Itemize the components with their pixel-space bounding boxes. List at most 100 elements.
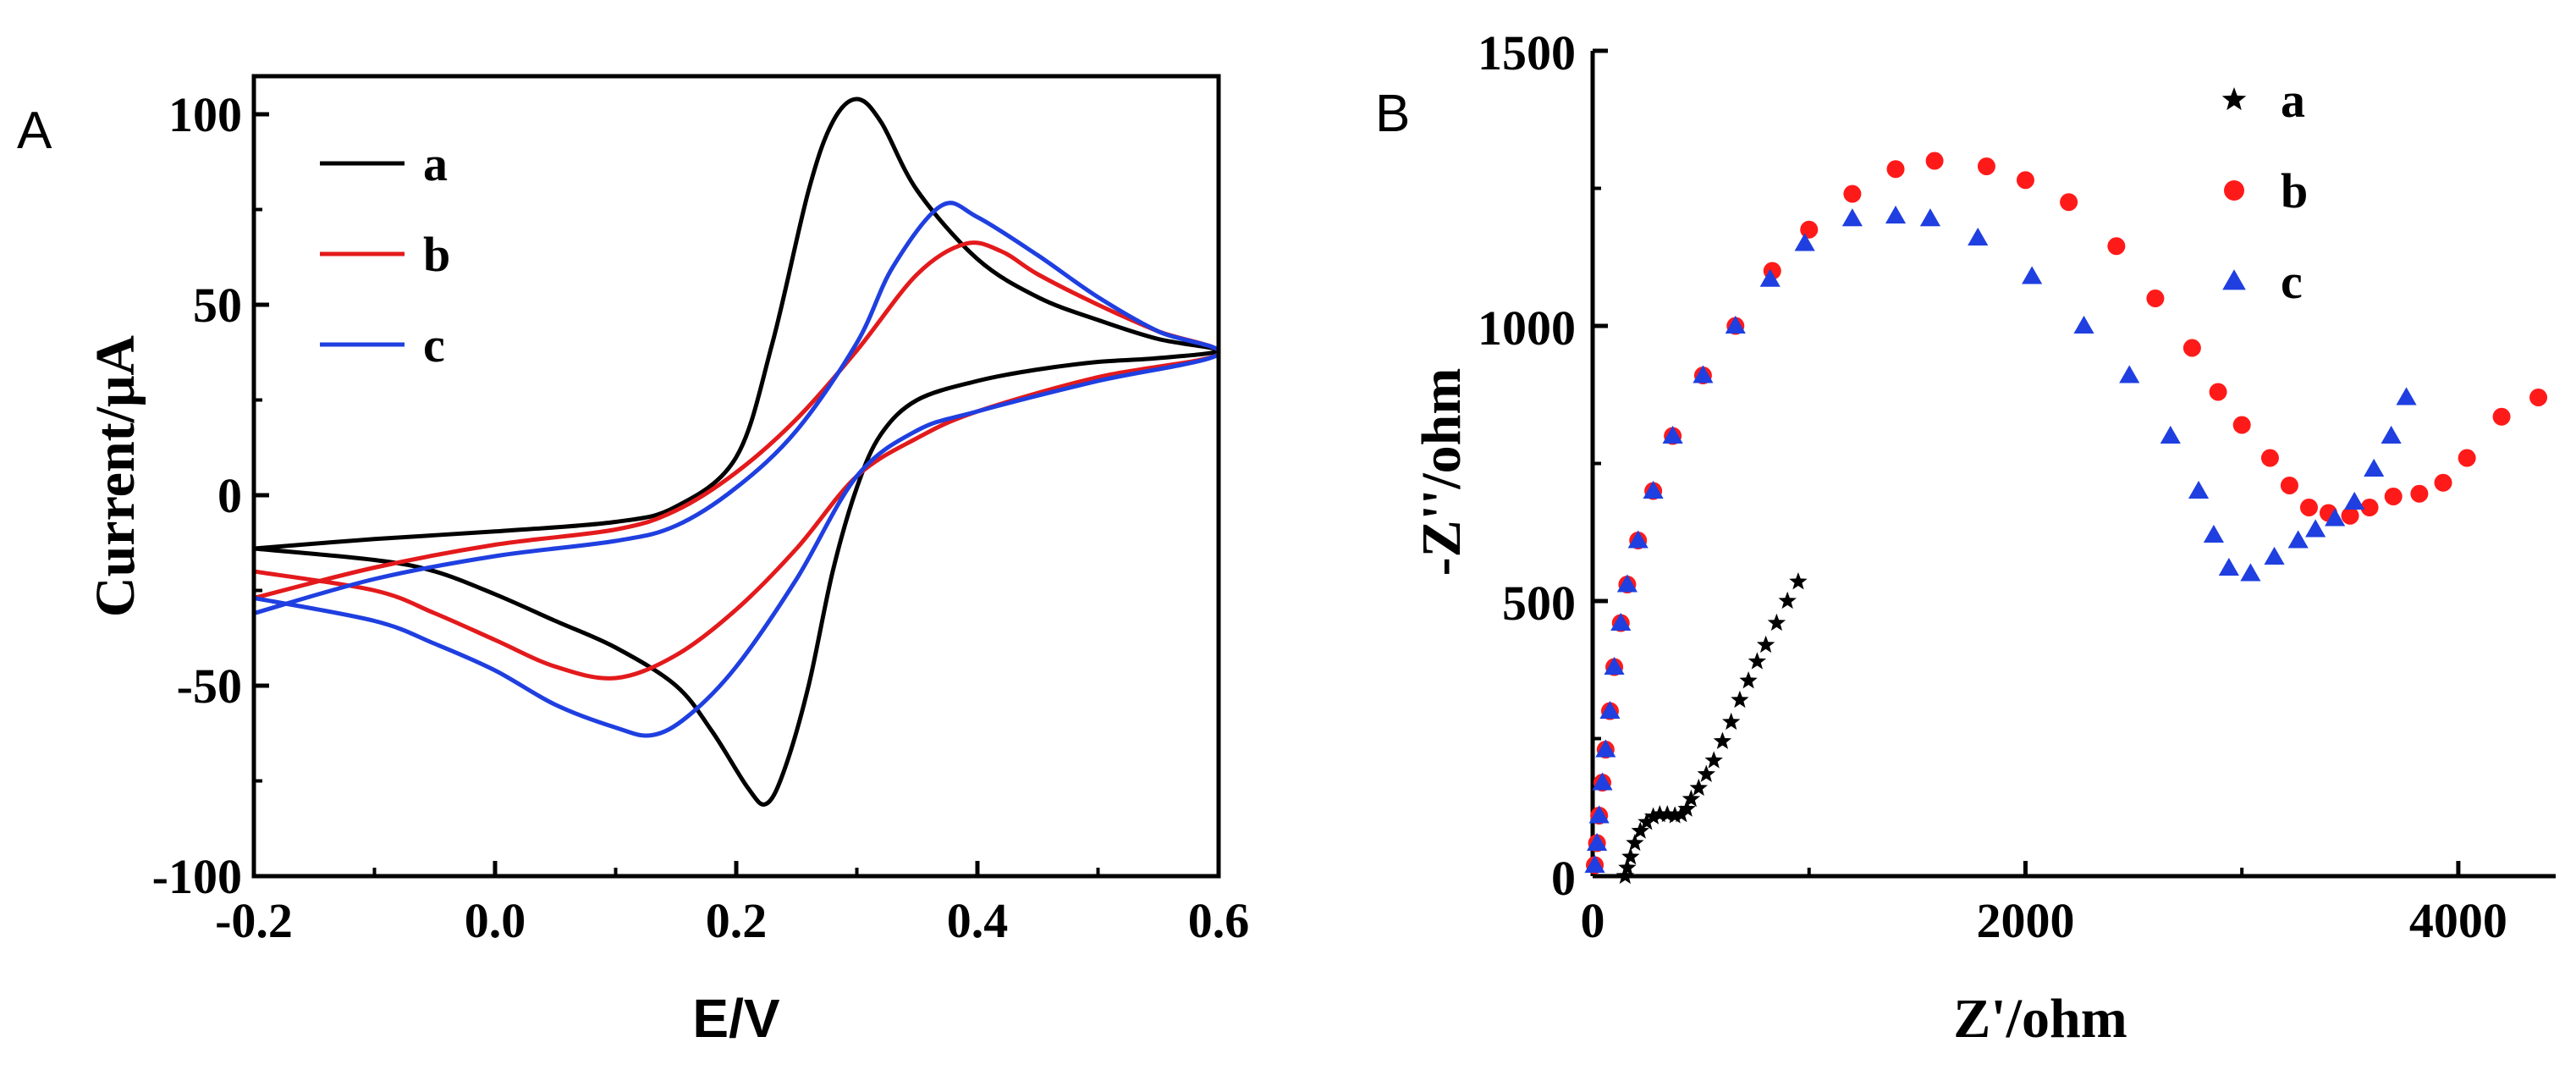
series-b-point <box>2434 473 2452 492</box>
series-b-point <box>2384 488 2403 505</box>
panel-a-x-tick-label: -0.2 <box>215 893 293 948</box>
panel-a-curves <box>254 97 1219 807</box>
panel-b-y-tick-label: 500 <box>1502 576 1576 631</box>
series-b-point <box>2529 389 2548 406</box>
series-b-point <box>2016 171 2034 190</box>
series-c-point <box>2022 266 2043 284</box>
series-a-point <box>1722 712 1741 731</box>
series-c-point <box>1968 227 1989 246</box>
legend-c-label: c <box>2281 254 2303 309</box>
series-c-point <box>1725 315 1746 334</box>
series-c-point <box>1584 854 1605 874</box>
panel-a-x-tick-label: 0.2 <box>706 893 768 948</box>
series-a-point <box>1638 813 1656 830</box>
series-c-point <box>2218 557 2239 576</box>
panel-a-x-tick-label: 0.6 <box>1188 893 1250 948</box>
panel-a-label: A <box>17 102 52 160</box>
series-a-point <box>1643 807 1663 825</box>
panel-a-y-tick-label: -50 <box>177 659 242 714</box>
series-b-point <box>1925 152 1944 170</box>
panel-a-y-tick-label: 0 <box>217 468 242 523</box>
series-c-point <box>2073 315 2094 334</box>
legend-c-marker <box>2222 269 2246 290</box>
series-c-point <box>1587 832 1608 852</box>
series-c-point <box>2160 425 2181 444</box>
series-a-point <box>1748 652 1767 670</box>
series-b-cv-curve <box>254 240 1219 681</box>
series-a-point <box>1618 858 1637 876</box>
series-a-point <box>1704 751 1723 769</box>
series-a-point <box>1697 764 1715 782</box>
panel-b-y-tick-label: 1000 <box>1478 301 1576 356</box>
series-b-markers <box>1586 152 2548 874</box>
series-c-cv-curve <box>254 201 1219 738</box>
series-a-point <box>1778 591 1797 609</box>
series-b-point <box>1843 185 1862 203</box>
panel-b-x-tick-label: 4000 <box>2409 893 2507 948</box>
series-a-cv-curve <box>254 97 1219 807</box>
series-c-point <box>2203 524 2225 543</box>
series-a-point <box>1767 613 1786 632</box>
legend-b-label: b <box>423 227 450 282</box>
series-c-point <box>2264 546 2285 565</box>
series-a-point <box>1672 805 1691 823</box>
series-c-point <box>1643 480 1664 499</box>
series-a-point <box>1650 805 1669 823</box>
series-a-point <box>1713 731 1732 749</box>
panel-b-x-tick-label: 2000 <box>1976 893 2074 948</box>
series-a-point <box>1731 690 1749 709</box>
panel-a-x-tick-label: 0.0 <box>465 893 526 948</box>
series-b-point <box>2107 237 2126 256</box>
series-b-point <box>2341 506 2359 525</box>
series-c-point <box>2325 508 2346 527</box>
series-c-point <box>1885 205 1907 224</box>
legend-b-label: b <box>2281 163 2308 218</box>
series-c-point <box>2381 425 2402 444</box>
series-c-point <box>1599 700 1621 720</box>
series-c-point <box>1592 772 1613 791</box>
series-c-point <box>2344 491 2365 510</box>
panel-a-x-tick-label: 0.4 <box>947 893 1009 948</box>
series-c-point <box>2396 387 2417 405</box>
series-b-point <box>2458 449 2476 467</box>
panel-b-x-axis-title: Z'/ohm <box>1953 988 2127 1050</box>
series-a-point <box>1621 847 1640 865</box>
panel-b-legend: abc <box>2221 73 2308 309</box>
series-b-point <box>2280 477 2298 494</box>
series-a-point <box>1626 833 1644 852</box>
series-c-point <box>2364 458 2385 477</box>
series-a-point <box>1677 799 1696 817</box>
panel-a-y-axis-title: Current/μA <box>85 335 146 617</box>
series-c-point <box>2188 480 2210 499</box>
panel-b-y-tick-label: 0 <box>1551 851 1576 906</box>
panel-b-y-tick-label: 1500 <box>1478 25 1576 80</box>
series-b-point <box>2146 290 2165 307</box>
series-b-point <box>2299 499 2318 516</box>
panel-a-y-tick-label: 50 <box>193 278 242 333</box>
panel-a-legend: abc <box>320 136 450 372</box>
legend-b-marker <box>2224 180 2244 201</box>
panel-a-plot-frame <box>251 74 1221 879</box>
series-b-point <box>2260 449 2279 467</box>
series-c-point <box>1693 365 1714 383</box>
series-a-point <box>1616 866 1635 885</box>
series-c-point <box>2287 530 2309 549</box>
series-a-point <box>1631 821 1649 839</box>
series-c-point <box>1759 268 1781 287</box>
series-c-point <box>2119 365 2140 383</box>
legend-a-label: a <box>423 136 448 191</box>
series-b-point <box>2360 499 2379 516</box>
series-c-point <box>1604 656 1625 676</box>
series-a-point <box>1739 671 1758 689</box>
series-a-point <box>1689 778 1708 797</box>
panel-a-chart: A -0.2 0.0 0.2 0.4 0.6 -100 -50 0 50 100 E/V Current… <box>17 74 1250 1049</box>
panel-a-y-tick-label: -100 <box>152 849 242 904</box>
series-c-point <box>2305 519 2326 538</box>
series-c-point <box>1662 425 1683 444</box>
series-a-point <box>1682 789 1701 808</box>
series-c-point <box>1794 233 1815 251</box>
series-b-point <box>2060 193 2078 212</box>
series-c-markers <box>1584 205 2417 874</box>
series-b-point <box>2492 407 2511 426</box>
